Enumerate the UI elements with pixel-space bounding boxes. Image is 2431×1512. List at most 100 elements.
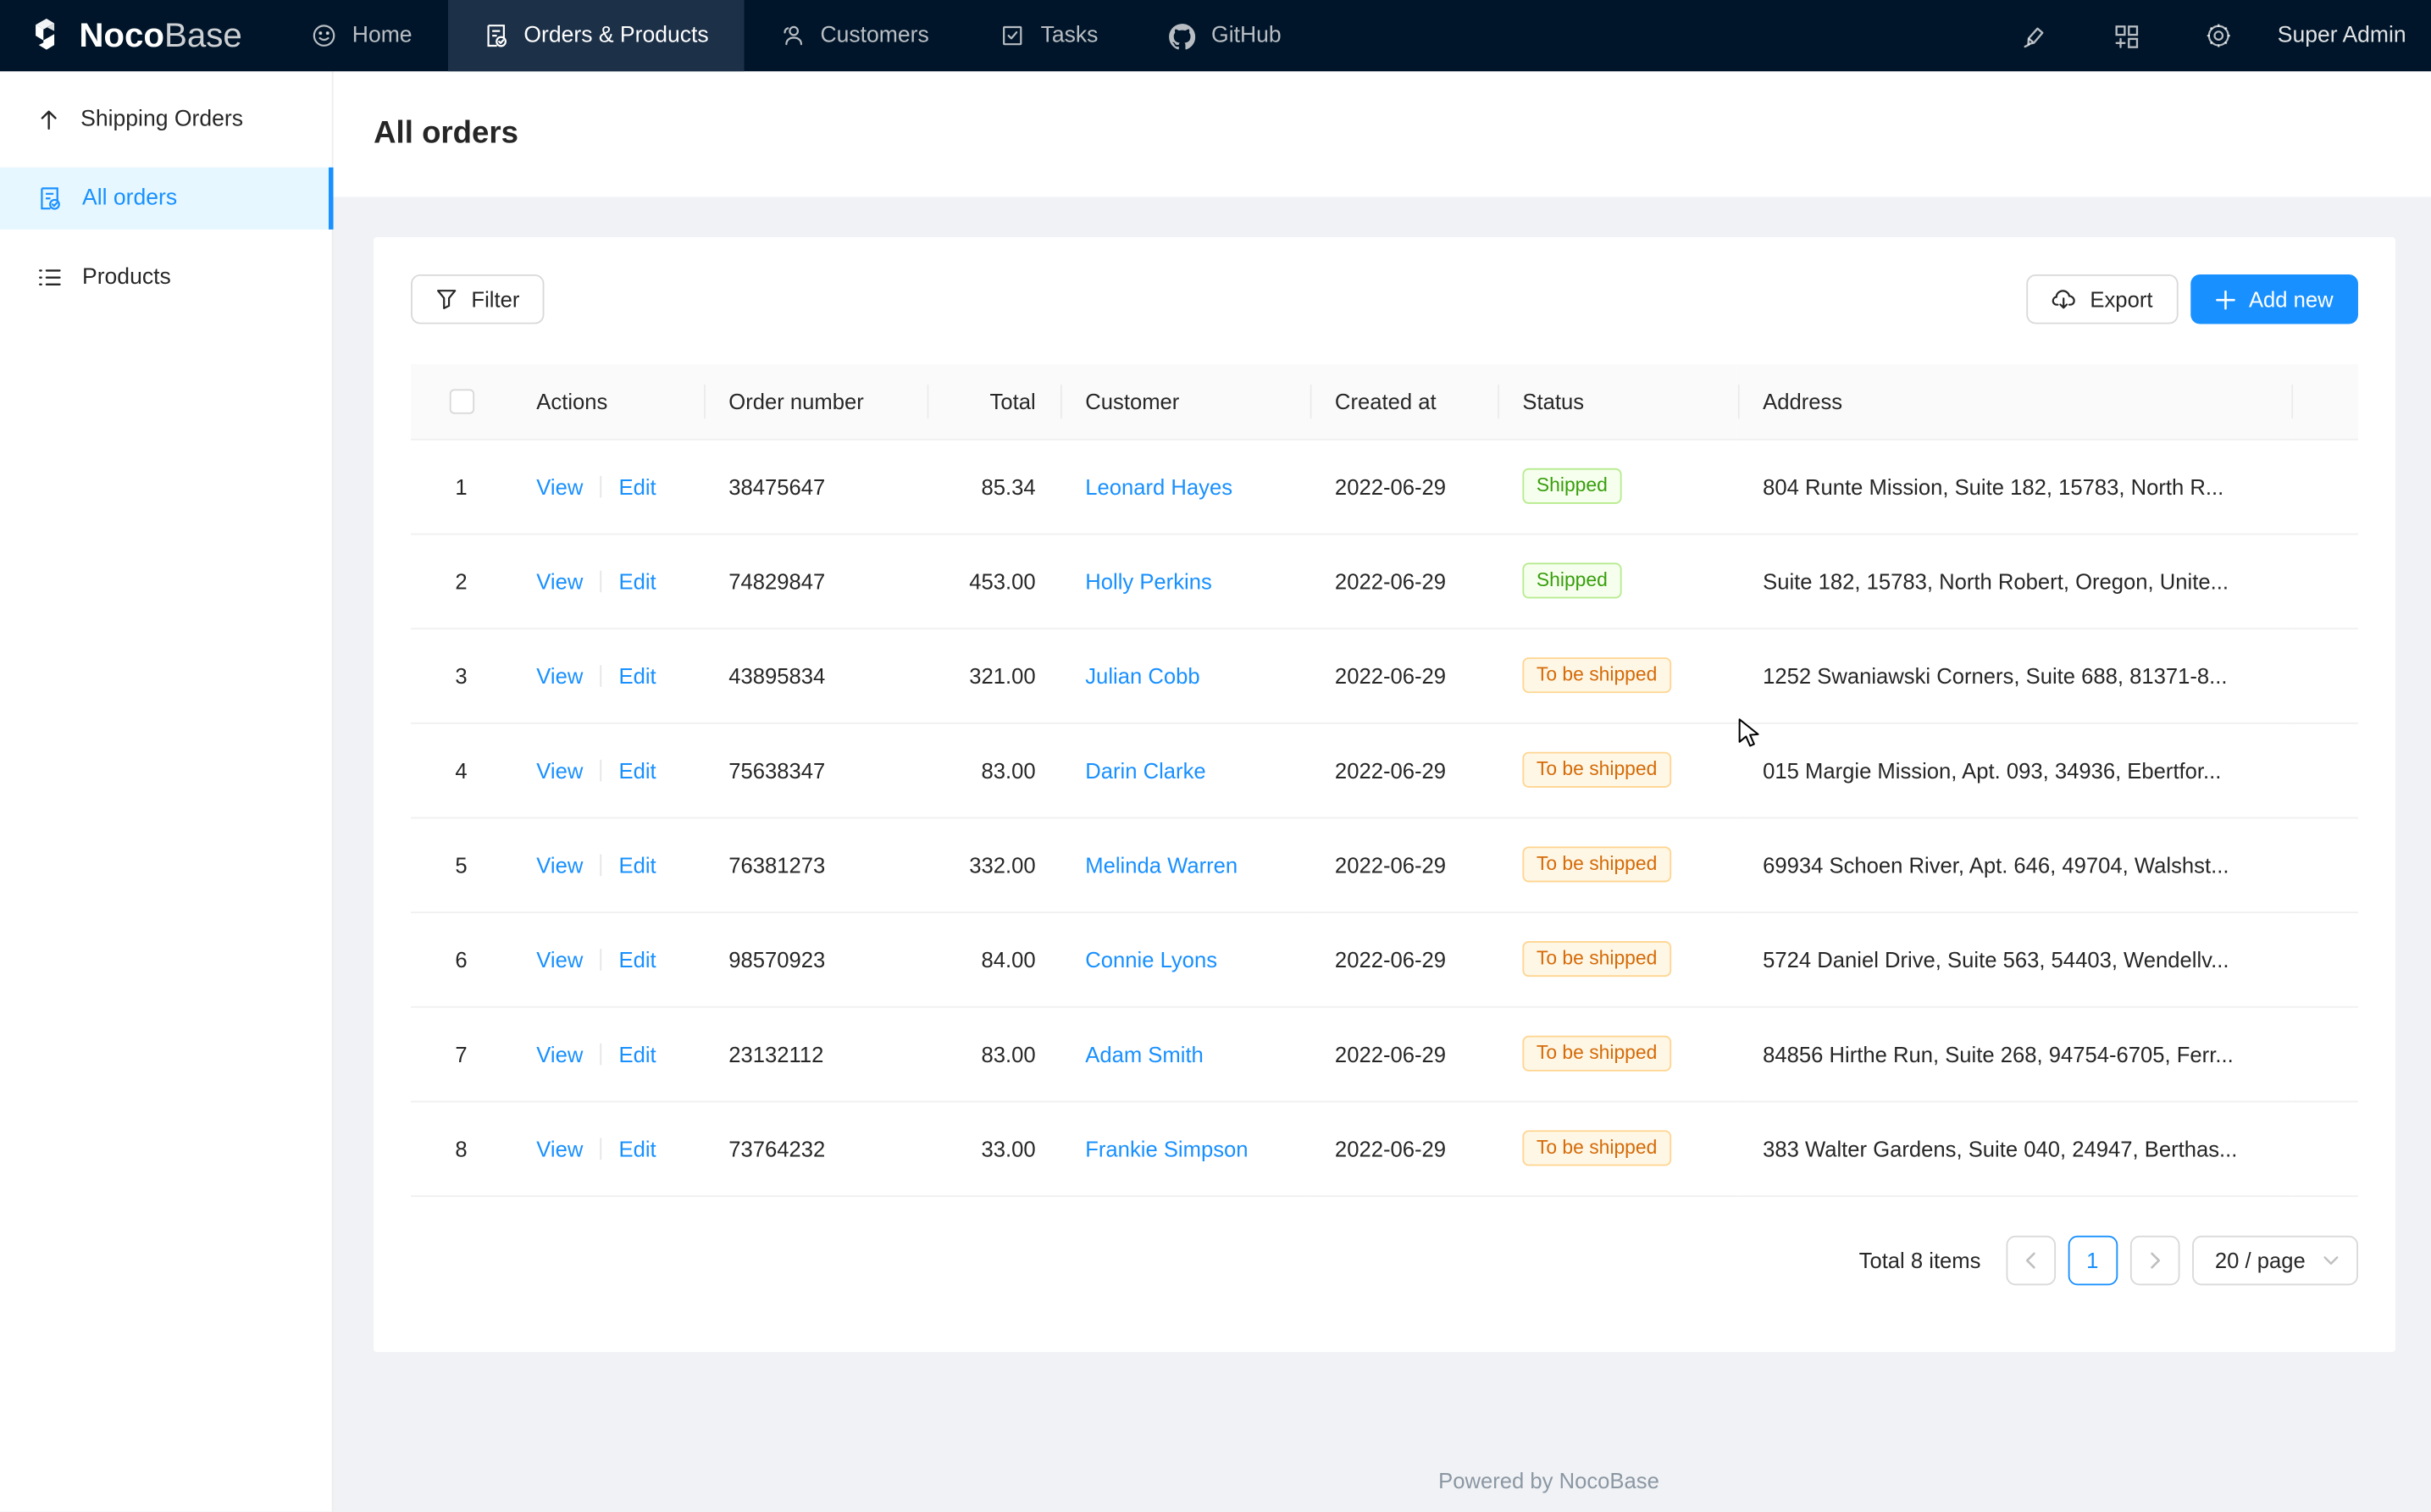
nav-tasks[interactable]: Tasks (965, 0, 1134, 71)
customer-link[interactable]: Melinda Warren (1085, 851, 1238, 878)
edit-link[interactable]: Edit (618, 851, 656, 878)
extra-cell (2291, 1100, 2358, 1197)
total-cell: 332.00 (927, 817, 1060, 913)
edit-link[interactable]: Edit (618, 662, 656, 688)
row-index[interactable]: 7 (411, 1005, 512, 1102)
pagination: Total 8 items 1 20 / page (411, 1234, 2358, 1285)
customer-link[interactable]: Connie Lyons (1085, 946, 1218, 972)
nav-home-label: Home (352, 23, 413, 48)
customer-link[interactable]: Julian Cobb (1085, 662, 1200, 688)
customer-cell: Connie Lyons (1060, 911, 1310, 1007)
nav-customers[interactable]: Customers (745, 0, 965, 71)
row-actions: View Edit (512, 628, 704, 723)
sidebar-item-all-orders[interactable]: All orders (0, 167, 334, 230)
edit-link[interactable]: Edit (618, 1041, 656, 1066)
total-cell: 84.00 (927, 911, 1060, 1007)
row-index[interactable]: 5 (411, 817, 512, 913)
address-cell: 84856 Hirthe Run, Suite 268, 94754-6705,… (1737, 1005, 2292, 1102)
status-cell: To be shipped (1498, 628, 1738, 723)
nav-github[interactable]: GitHub (1134, 0, 1317, 71)
powered-by-footer: Powered by NocoBase (1438, 1468, 1659, 1493)
content-area: Filter Export (333, 197, 2431, 1512)
sidebar-item-products[interactable]: Products (0, 246, 332, 308)
row-index[interactable]: 4 (411, 722, 512, 818)
sidebar-item-shipping-orders[interactable]: Shipping Orders (0, 88, 332, 150)
customer-link[interactable]: Frankie Simpson (1085, 1135, 1249, 1161)
github-icon (1169, 23, 1196, 49)
total-cell: 453.00 (927, 533, 1060, 629)
view-link[interactable]: View (536, 757, 584, 783)
order-number-cell: 38475647 (703, 438, 928, 534)
status-cell: To be shipped (1498, 1005, 1738, 1102)
view-link[interactable]: View (536, 851, 584, 878)
customer-link[interactable]: Holly Perkins (1085, 568, 1212, 594)
file-done-icon (37, 186, 62, 211)
gear-icon[interactable] (2200, 17, 2237, 54)
page-title: All orders (374, 116, 518, 151)
filter-button[interactable]: Filter (411, 274, 545, 324)
orders-table-card: Filter Export (374, 237, 2395, 1353)
created-at-cell: 2022-06-29 (1310, 1100, 1498, 1197)
nav-orders-products[interactable]: Orders & Products (447, 0, 745, 72)
row-index[interactable]: 6 (411, 911, 512, 1007)
edit-link[interactable]: Edit (618, 474, 656, 499)
row-index[interactable]: 3 (411, 628, 512, 723)
address-cell: 015 Margie Mission, Apt. 093, 34936, Ebe… (1737, 722, 2292, 818)
extra-cell (2291, 533, 2358, 629)
status-cell: Shipped (1498, 533, 1738, 629)
blocks-add-icon[interactable] (2108, 17, 2146, 54)
table-row: 6 View Edit 98570923 84.00 Connie Lyons 2… (411, 911, 2358, 1007)
customer-link[interactable]: Leonard Hayes (1085, 474, 1233, 499)
edit-link[interactable]: Edit (618, 946, 656, 972)
nav-home[interactable]: Home (276, 0, 448, 71)
highlighter-icon[interactable] (2017, 17, 2054, 54)
table-row: 7 View Edit 23132112 83.00 Adam Smith 202… (411, 1005, 2358, 1102)
brand-light: Base (164, 15, 242, 55)
page-header: All orders (333, 71, 2431, 197)
view-link[interactable]: View (536, 1135, 584, 1161)
column-header-status: Status (1498, 364, 1738, 440)
user-icon (780, 23, 805, 47)
export-button[interactable]: Export (2026, 274, 2178, 324)
row-actions: View Edit (512, 1005, 704, 1102)
customer-link[interactable]: Adam Smith (1085, 1041, 1204, 1066)
extra-cell (2291, 438, 2358, 534)
pagination-page-1[interactable]: 1 (2067, 1234, 2118, 1285)
pagination-next-button[interactable] (2129, 1234, 2179, 1285)
view-link[interactable]: View (536, 662, 584, 688)
edit-link[interactable]: Edit (618, 1135, 656, 1161)
actions-divider (600, 569, 602, 592)
pagination-prev-button[interactable] (2005, 1234, 2056, 1285)
view-link[interactable]: View (536, 946, 584, 972)
customer-link[interactable]: Darin Clarke (1085, 757, 1206, 783)
customer-cell: Leonard Hayes (1060, 438, 1310, 534)
nav-github-label: GitHub (1211, 23, 1282, 48)
address-cell: 804 Runte Mission, Suite 182, 15783, Nor… (1737, 438, 2292, 534)
customer-cell: Frankie Simpson (1060, 1100, 1310, 1197)
actions-divider (600, 853, 602, 876)
status-badge: To be shipped (1522, 751, 1671, 788)
page-size-value: 20 / page (2214, 1247, 2306, 1272)
sidebar-item-label: All orders (82, 186, 178, 211)
page-size-select[interactable]: 20 / page (2191, 1234, 2358, 1285)
column-header-extra (2291, 364, 2358, 440)
user-menu[interactable]: Super Admin (2277, 23, 2406, 48)
table-row: 5 View Edit 76381273 332.00 Melinda Warre… (411, 817, 2358, 913)
unordered-list-icon (37, 265, 62, 290)
order-number-cell: 75638347 (703, 722, 928, 818)
view-link[interactable]: View (536, 568, 584, 594)
order-number-cell: 76381273 (703, 817, 928, 913)
view-link[interactable]: View (536, 1041, 584, 1066)
row-index[interactable]: 1 (411, 438, 512, 534)
order-number-cell: 43895834 (703, 628, 928, 723)
row-index[interactable]: 8 (411, 1100, 512, 1197)
add-new-button[interactable]: Add new (2190, 274, 2358, 324)
select-all-checkbox[interactable] (448, 388, 474, 414)
row-index[interactable]: 2 (411, 533, 512, 629)
nocobase-logo[interactable]: NocoBase (0, 14, 242, 57)
add-new-button-label: Add new (2248, 286, 2334, 312)
view-link[interactable]: View (536, 474, 584, 499)
edit-link[interactable]: Edit (618, 568, 656, 594)
edit-link[interactable]: Edit (618, 757, 656, 783)
sidebar: Shipping Orders All orders Products (0, 71, 334, 1512)
